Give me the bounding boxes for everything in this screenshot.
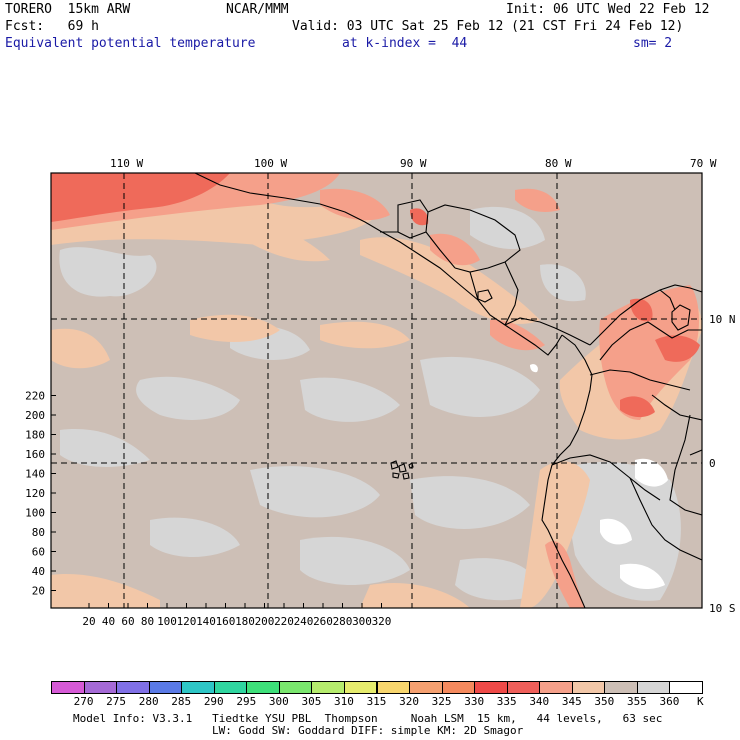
x-tick-label: 60 [121,615,134,628]
colorbar-label: 310 [334,695,354,708]
colorbar-swatch [246,681,280,694]
k-index: at k-index = 44 [342,36,468,51]
colorbar-label: 350 [594,695,615,708]
lat-label-10n: 10 N [709,313,736,326]
y-tick-label: 80 [32,526,45,539]
colorbar-label: 270 [73,695,94,708]
lon-label-90w: 90 W [400,157,427,170]
colorbar-swatch [213,681,248,694]
theta-e-field [51,173,702,608]
field-name: Equivalent potential temperature [5,36,256,51]
colorbar-label: 340 [529,695,550,708]
y-tick-label: 40 [32,565,45,578]
colorbar-swatch [604,681,638,694]
colorbar-swatch [474,681,508,694]
x-tick-label: 220 [274,615,294,628]
colorbar-label: 300 [268,695,289,708]
y-tick-label: 120 [25,487,45,500]
colorbar-label: 290 [203,695,224,708]
colorbar-label: 330 [464,695,485,708]
colorbar-swatch [571,681,606,694]
colorbar-swatch [181,681,215,694]
colorbar-swatch [311,681,345,694]
colorbar-swatch [278,681,313,694]
x-tick-label: 80 [141,615,154,628]
x-tick-label: 100 [157,615,177,628]
y-tick-label: 200 [25,409,45,422]
valid-time: Valid: 03 UTC Sat 25 Feb 12 (21 CST Fri … [292,19,684,34]
lon-label-100w: 100 W [254,157,287,170]
lon-label-80w: 80 W [545,157,572,170]
model-info: Model Info: V3.3.1 Tiedtke YSU PBL Thomp… [73,712,663,725]
colorbar-label: 345 [561,695,582,708]
forecast-hour: Fcst: 69 h [5,19,99,34]
smoothing: sm= 2 [633,36,673,51]
axis-ticks [51,395,382,608]
x-tick-label: 260 [313,615,333,628]
colorbar-label: 280 [138,695,159,708]
colorbar-label: 360 [659,695,680,708]
colorbar-label: 285 [171,695,192,708]
colorbar-swatch [409,681,443,694]
colorbar-label: 355 [626,695,647,708]
colorbar-label: 275 [106,695,127,708]
init-time: Init: 06 UTC Wed 22 Feb 12 [506,2,710,17]
x-tick-label: 140 [196,615,216,628]
y-tick-label: 140 [25,468,45,481]
colorbar-swatch [51,681,85,694]
lat-label-0: 0 [709,457,716,470]
map-frame [50,172,703,609]
x-tick-label: 280 [333,615,353,628]
model-name: TORERO 15km ARW [5,2,131,17]
y-tick-label: 20 [32,585,45,598]
colorbar-swatch [376,681,411,694]
coastlines [194,173,702,608]
x-tick-label: 120 [177,615,197,628]
organization: NCAR/MMM [226,2,289,17]
colorbar-swatch [506,681,541,694]
colorbar-label: 320 [399,695,419,708]
colorbar-label: 315 [366,695,387,708]
colorbar-swatch [116,681,150,694]
physics-info: LW: Godd SW: Goddard DIFF: simple KM: 2D… [212,724,524,737]
y-tick-label: 220 [25,390,45,403]
colorbar-swatch [636,681,671,694]
x-tick-label: 200 [255,615,275,628]
x-tick-label: 20 [82,615,95,628]
lon-label-70w: 70 W [690,157,717,170]
y-tick-label: 160 [25,448,45,461]
colorbar-swatch [669,681,703,694]
colorbar-swatch [148,681,183,694]
colorbar-swatch [441,681,476,694]
colorbar-swatch [539,681,573,694]
lat-label-10s: 10 S [709,602,736,615]
colorbar-label: 305 [301,695,322,708]
x-tick-label: 160 [216,615,236,628]
lat-lon-grid [51,173,702,608]
x-tick-label: 320 [372,615,392,628]
x-tick-label: 40 [102,615,115,628]
colorbar-swatch [83,681,118,694]
lon-label-110w: 110 W [110,157,143,170]
colorbar-label: 295 [236,695,257,708]
y-tick-label: 100 [25,507,45,520]
y-tick-label: 60 [32,546,45,559]
colorbar-label: 335 [496,695,517,708]
colorbar-unit: K [697,695,704,708]
colorbar-swatch [343,681,378,694]
x-tick-label: 240 [294,615,314,628]
x-tick-label: 300 [352,615,372,628]
x-tick-label: 180 [235,615,255,628]
y-tick-label: 180 [25,429,45,442]
colorbar-label: 325 [431,695,452,708]
